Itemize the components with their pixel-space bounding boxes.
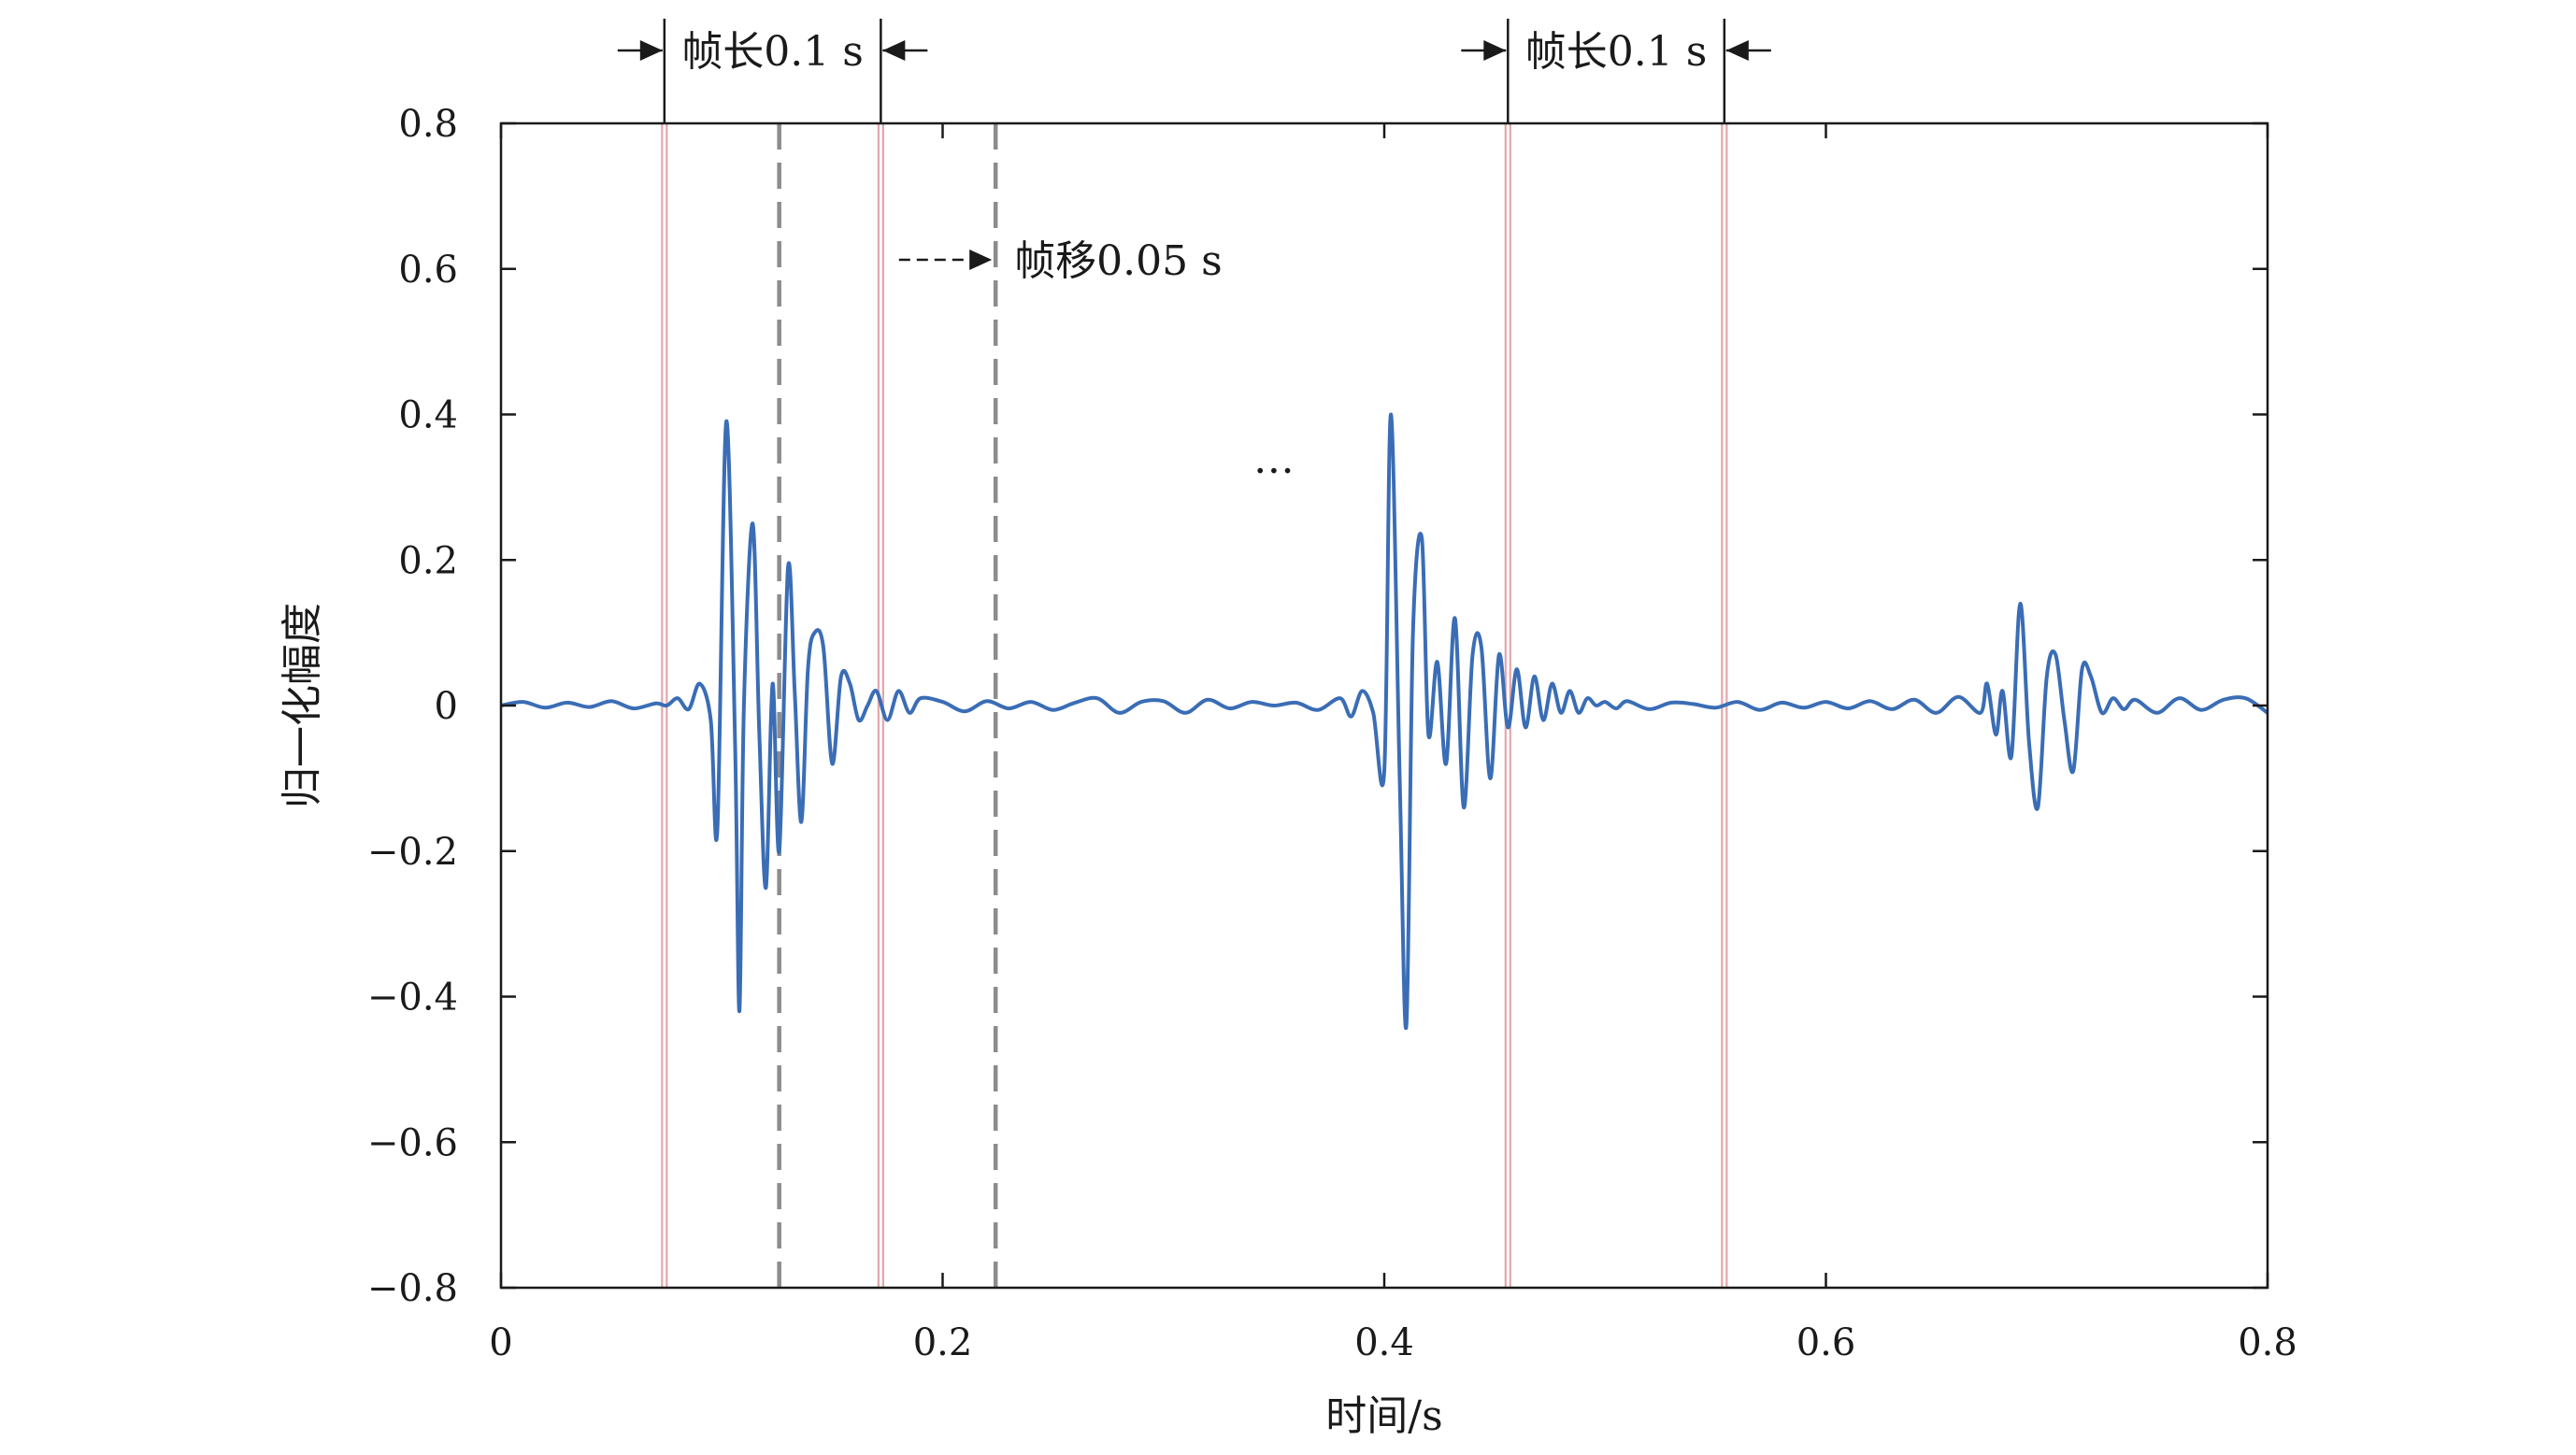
y-tick-label: 0.4 <box>398 394 458 437</box>
y-tick-label: 0.8 <box>398 103 458 146</box>
x-tick-label: 0.2 <box>913 1321 973 1364</box>
arrowhead <box>639 40 663 61</box>
ellipsis-mark: … <box>1253 435 1295 483</box>
y-tick-label: 0 <box>435 685 458 728</box>
arrowhead <box>969 250 993 270</box>
y-axis-title: 归一化幅度 <box>279 603 326 808</box>
y-tick-label: 0.2 <box>398 539 458 582</box>
y-tick-label: 0.6 <box>398 249 458 292</box>
x-tick-label: 0.4 <box>1354 1321 1414 1364</box>
x-tick-label: 0.6 <box>1796 1321 1856 1364</box>
y-tick-label: −0.2 <box>367 831 458 874</box>
arrowhead <box>1725 40 1749 61</box>
frame-length-annotation: 帧长0.1 s <box>1461 19 1771 123</box>
y-tick-label: −0.6 <box>367 1121 458 1164</box>
x-tick-label: 0 <box>489 1321 512 1364</box>
arrowhead <box>882 40 906 61</box>
arrowhead <box>1483 40 1507 61</box>
frame-shift-annotation: 帧移0.05 s <box>898 237 1223 285</box>
frame-length-label: 帧长0.1 s <box>681 28 864 76</box>
frame-length-label: 帧长0.1 s <box>1525 28 1708 76</box>
signal-series-line <box>500 412 2269 1031</box>
y-tick-label: −0.8 <box>367 1267 458 1310</box>
frame-shift-label: 帧移0.05 s <box>1014 237 1223 285</box>
x-axis-title: 时间/s <box>1325 1392 1442 1440</box>
x-tick-label: 0.8 <box>2238 1321 2297 1364</box>
frame-length-annotation: 帧长0.1 s <box>617 19 928 123</box>
y-tick-label: −0.4 <box>367 977 458 1020</box>
